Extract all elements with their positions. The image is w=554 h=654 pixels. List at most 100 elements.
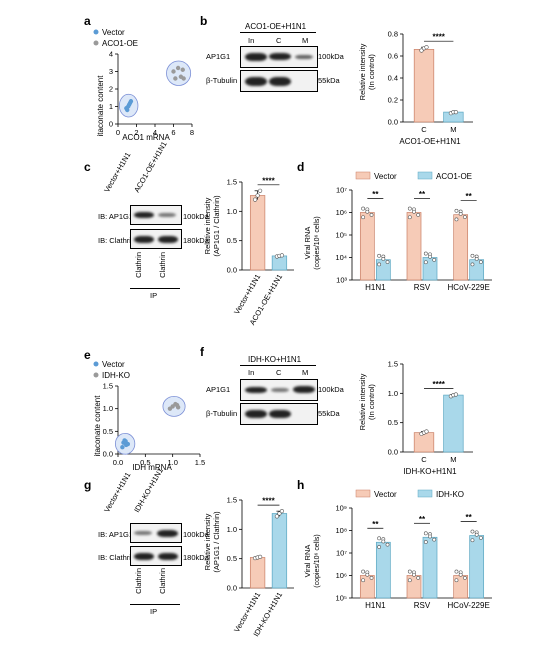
y-axis-label-c-2: (AP1G1 / Clathrin) xyxy=(212,195,221,257)
bar-d xyxy=(453,214,469,281)
size-180-g: 180kDa xyxy=(183,553,209,562)
bar-h xyxy=(469,535,485,599)
y-tick-label-d: 10⁵ xyxy=(336,231,347,240)
data-point-a xyxy=(175,65,181,71)
plot-area-a: 0 2 4 6 8 0 1 2 3 4 xyxy=(109,50,194,138)
y-axis-label-h-2: (copies/10⁶ cells) xyxy=(314,534,321,587)
legend-swatch-vector-h xyxy=(355,489,371,498)
scatter-plot-a: Vector ACO1-OE 0 2 4 6 8 0 1 2 3 4 itaconate cont… xyxy=(93,28,194,142)
x-tick-label-e: 0.0 xyxy=(113,458,123,467)
replicate-point-d xyxy=(407,215,412,220)
y-tick-label-c: 0.0 xyxy=(227,266,237,275)
replicate-point-d xyxy=(423,260,428,265)
row-label-clathrin-g: IB: Clathrin xyxy=(98,553,136,562)
replicate-point-h xyxy=(432,537,437,542)
replicate-point-h xyxy=(361,569,366,574)
data-point-a xyxy=(180,67,185,72)
replicate-point-b xyxy=(453,109,458,115)
y-axis-label-b-1: Relative intensity xyxy=(358,43,367,100)
bar-f xyxy=(443,394,464,453)
row-label-clathrin-c: IB: Clathrin xyxy=(98,236,136,245)
row-label-tubulin-b: β-Tubulin xyxy=(206,76,238,85)
x-tick-label-h: RSV xyxy=(414,601,431,610)
bar-d xyxy=(359,212,375,281)
replicate-point-f xyxy=(424,429,429,434)
y-tick-label-b: 0.8 xyxy=(388,30,398,39)
blot-clathrin-c xyxy=(130,229,182,249)
y-tick-label-b: 0.4 xyxy=(388,74,398,83)
blot-tubulin-b xyxy=(240,70,318,92)
sig-marker-d: ** xyxy=(419,190,426,199)
replicate-point-h xyxy=(454,569,459,574)
y-tick-label-e: 0.5 xyxy=(103,427,113,436)
ip-line-g xyxy=(130,604,180,605)
legend-dot-oe xyxy=(93,40,99,46)
replicate-point-g xyxy=(279,509,285,514)
replicate-point-d xyxy=(361,215,366,220)
x-tick-label-d: H1N1 xyxy=(365,283,386,292)
panel-label-h: h xyxy=(297,478,305,492)
replicate-point-g xyxy=(257,554,263,560)
plot-area-e: 0.0 0.5 1.0 1.5 0.0 0.5 1.0 1.5 xyxy=(103,382,206,468)
replicate-point-h xyxy=(423,540,428,544)
x-axis-label-b: ACO1-OE+H1N1 xyxy=(399,137,461,146)
header-line-f xyxy=(240,365,316,366)
blot-ap1g1-c xyxy=(130,205,182,225)
data-point-a xyxy=(124,106,129,111)
replicate-point-d xyxy=(361,206,366,211)
y-tick-label-h: 10⁵ xyxy=(336,594,347,603)
replicate-point-d xyxy=(377,253,382,258)
replicate-point-h xyxy=(454,578,459,583)
y-tick-label-a: 0 xyxy=(109,120,113,129)
legend-dot-vector xyxy=(93,29,99,35)
blot-clathrin-g xyxy=(130,546,182,566)
legend-label-vector-d: Vector xyxy=(374,172,397,181)
replicate-point-h xyxy=(385,542,390,547)
data-point-e xyxy=(167,406,173,411)
x-tick-label-h: HCoV-229E xyxy=(448,601,490,610)
y-axis-label-c-1: Relative intensity xyxy=(203,197,212,254)
data-point-a xyxy=(181,76,186,81)
size-55-b: 55kDa xyxy=(318,76,340,85)
replicate-point-c xyxy=(252,197,258,202)
plot-area-d: 10³ 10⁴ 10⁵ 10⁶ 10⁷ H1N1 ** RSV ** HCoV-229E ** xyxy=(335,186,492,292)
y-axis-label-h-1: Viral RNA xyxy=(303,545,312,578)
legend-swatch-ko-h xyxy=(417,489,433,498)
replicate-point-d xyxy=(377,262,382,267)
x-tick-label-f: C xyxy=(421,455,427,464)
panel-label-a: a xyxy=(84,14,91,28)
header-line-b xyxy=(240,32,316,33)
lane-vector-c: Vector+H1N1 xyxy=(102,150,133,194)
x-tick-label-e: 0.5 xyxy=(140,458,150,467)
bar-chart-c: 0.00.51.01.5Vector+H1N1ACO1-OE+H1N1**** … xyxy=(203,176,294,327)
y-axis-label-b-2: (In control) xyxy=(367,54,376,90)
replicate-point-c xyxy=(255,193,260,198)
replicate-point-d xyxy=(478,260,483,264)
sig-marker-h: ** xyxy=(372,520,379,529)
replicate-point-h xyxy=(407,569,412,574)
sig-marker-c: **** xyxy=(262,176,275,185)
replicate-point-h xyxy=(416,575,421,580)
x-tick-label-h: H1N1 xyxy=(365,601,386,610)
scatter-plot-e: Vector IDH-KO 0.0 0.5 1.0 1.5 0.0 0.5 1.0 1.5 i… xyxy=(93,360,206,472)
replicate-point-b xyxy=(424,45,429,50)
x-tick-label-f: M xyxy=(450,455,456,464)
y-axis-label-g-1: Relative intensity xyxy=(203,513,212,570)
replicate-point-h xyxy=(407,578,412,583)
size-100-f: 100kDa xyxy=(318,385,344,394)
replicate-point-d xyxy=(412,209,416,214)
ip-label-c: IP xyxy=(150,291,158,300)
replicate-point-h xyxy=(377,536,382,541)
lane-oe-c: ACO1-OE+H1N1 xyxy=(132,139,169,194)
legend-label-oe: ACO1-OE xyxy=(102,39,138,48)
ip-lane-1-c: Clathrin xyxy=(134,252,143,278)
y-tick-label-h: 10⁸ xyxy=(335,526,347,535)
y-tick-label-a: 2 xyxy=(109,85,113,94)
x-tick-label-d: HCoV-229E xyxy=(448,283,490,292)
legend-swatch-oe-d xyxy=(417,171,433,180)
replicate-point-d xyxy=(454,217,459,222)
y-tick-label-a: 4 xyxy=(109,50,113,59)
legend-label-vector-e: Vector xyxy=(102,360,125,369)
legend-swatch-vector-d xyxy=(355,171,371,180)
